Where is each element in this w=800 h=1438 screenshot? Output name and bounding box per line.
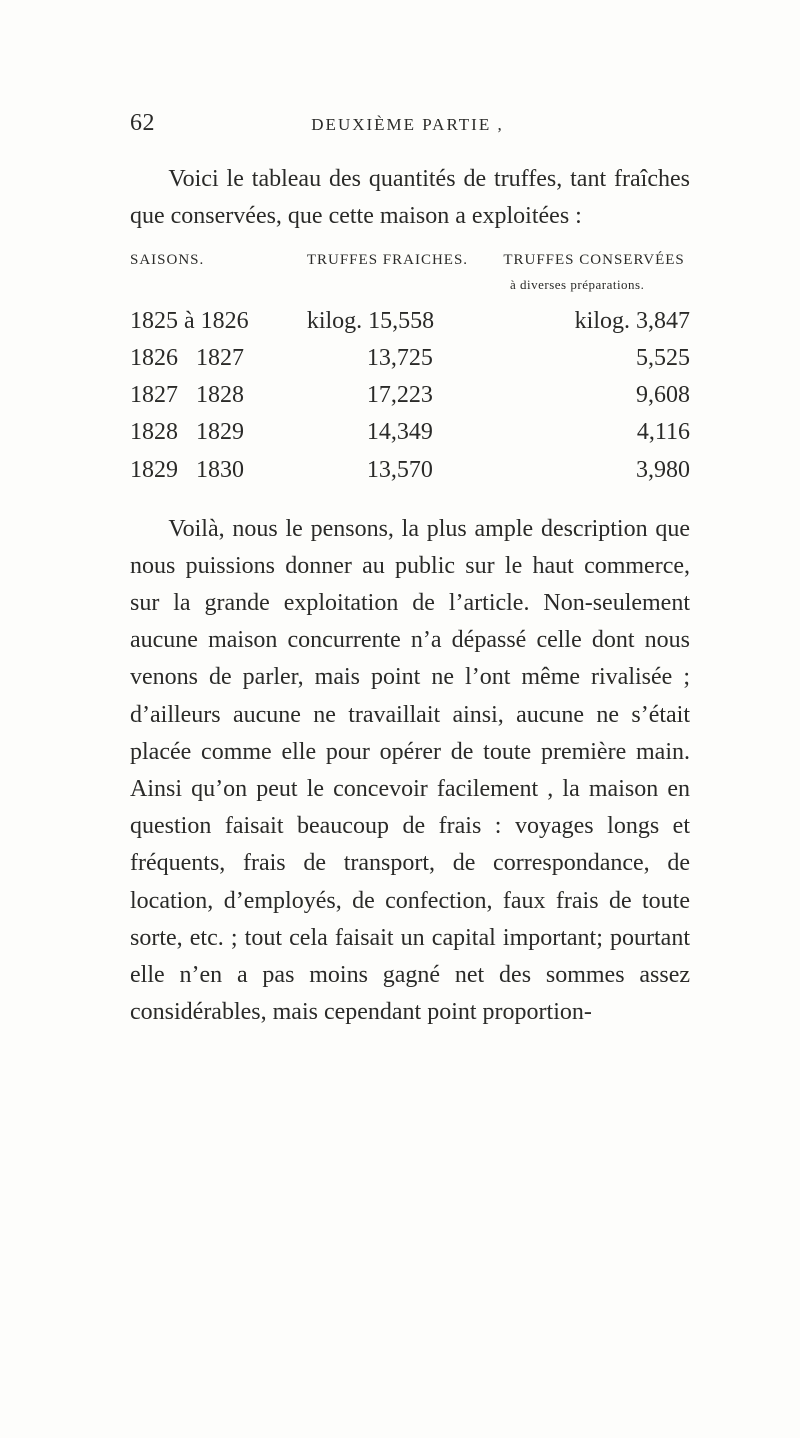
col-header-fraiches: TRUFFES FRAICHES. (307, 249, 503, 272)
col-header-saisons: SAISONS. (130, 249, 307, 272)
table-header-row: SAISONS. TRUFFES FRAICHES. TRUFFES CONSE… (130, 249, 690, 272)
cell-conservees: 5,525 (503, 340, 690, 377)
cell-saison: 1828 1829 (130, 414, 307, 451)
table-row: 1826 1827 13,725 5,525 (130, 340, 690, 377)
intro-paragraph: Voici le tableau des quantités de truffe… (130, 161, 690, 235)
cell-conservees: kilog. 3,847 (503, 303, 690, 340)
col-header-conservees: TRUFFES CONSERVÉES (503, 249, 690, 272)
table-row: 1827 1828 17,223 9,608 (130, 377, 690, 414)
table-subheader-row: à diverses préparations. (130, 275, 690, 295)
subhead-preparations: à diverses préparations. (490, 275, 690, 295)
cell-fraiches: 17,223 (307, 377, 503, 414)
cell-fraiches: 14,349 (307, 414, 503, 451)
subhead-empty-2 (301, 275, 490, 295)
subhead-empty-1 (130, 275, 301, 295)
cell-saison: 1825 à 1826 (130, 303, 307, 340)
page-content: 62 DEUXIÈME PARTIE , Voici le tableau de… (130, 110, 690, 1045)
body-paragraph: Voilà, nous le pensons, la plus ample de… (130, 511, 690, 1032)
cell-conservees: 3,980 (503, 452, 690, 489)
table-row: 1829 1830 13,570 3,980 (130, 452, 690, 489)
cell-fraiches: 13,725 (307, 340, 503, 377)
running-head: DEUXIÈME PARTIE , (155, 115, 690, 135)
cell-saison: 1829 1830 (130, 452, 307, 489)
cell-fraiches: 13,570 (307, 452, 503, 489)
cell-conservees: 4,116 (503, 414, 690, 451)
page-number: 62 (130, 110, 155, 137)
cell-saison: 1827 1828 (130, 377, 307, 414)
cell-fraiches: kilog. 15,558 (307, 303, 503, 340)
running-head-line: 62 DEUXIÈME PARTIE , (130, 110, 690, 137)
cell-saison: 1826 1827 (130, 340, 307, 377)
table-row: 1828 1829 14,349 4,116 (130, 414, 690, 451)
table-row: 1825 à 1826 kilog. 15,558 kilog. 3,847 (130, 303, 690, 340)
cell-conservees: 9,608 (503, 377, 690, 414)
quantities-table: SAISONS. TRUFFES FRAICHES. TRUFFES CONSE… (130, 249, 690, 488)
